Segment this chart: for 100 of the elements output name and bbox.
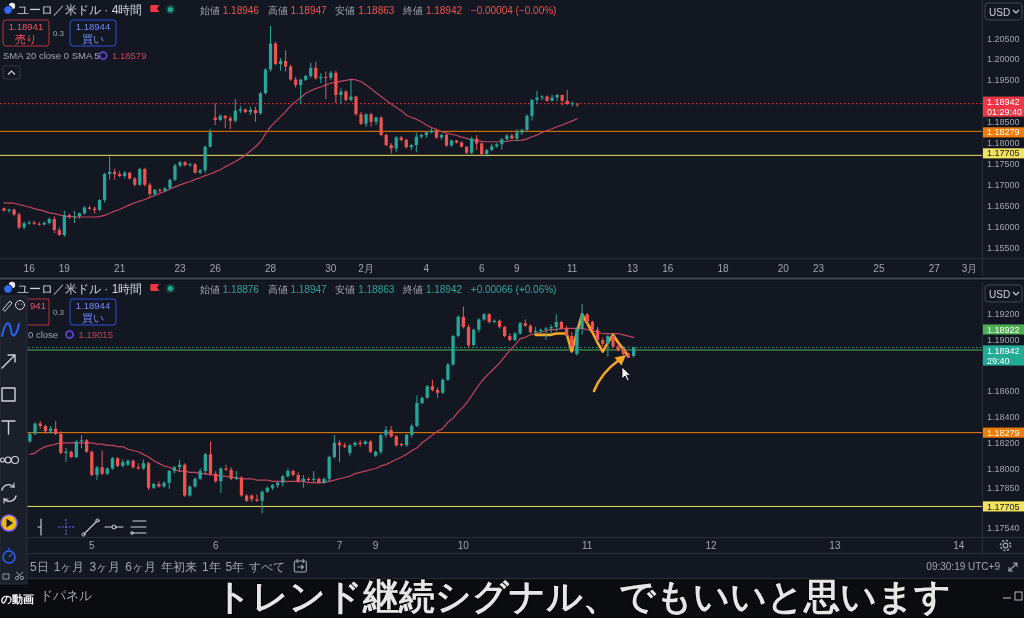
annotation: SMA 20 close 0 SMA 5: [3, 50, 100, 61]
annotation: 1.18579: [112, 50, 147, 61]
annotation: 売り: [15, 32, 37, 45]
candlestick: [374, 116, 378, 126]
x-tick-label: 26: [209, 262, 222, 274]
annotation: 941: [30, 299, 46, 311]
candlestick: [446, 363, 450, 382]
y-tick-label: 1.20500: [987, 33, 1020, 44]
y-tick-label: 1.17850: [987, 482, 1020, 493]
y-tick-label: 1.17540: [987, 522, 1020, 533]
x-tick-label: 3月: [961, 262, 978, 274]
annotation: 1.18941: [8, 20, 44, 32]
candlestick: [317, 477, 321, 484]
annotation: 終値 1.18942: [402, 5, 463, 16]
candlestick: [255, 494, 259, 502]
candlestick: [354, 95, 358, 116]
candlestick: [544, 327, 548, 340]
text: 6ヶ月: [125, 560, 156, 574]
y-tick-label: 1.15500: [987, 242, 1020, 253]
ref-line-label: 1.18942: [987, 96, 1020, 107]
text: すべて: [249, 560, 286, 574]
x-tick-label: 23: [174, 262, 186, 274]
candlestick: [131, 459, 135, 469]
x-tick-label: 13: [829, 539, 841, 551]
x-tick-label: 7: [336, 539, 343, 551]
candlestick: [193, 163, 197, 174]
line-series: [3, 78, 578, 218]
candlestick: [126, 459, 130, 466]
x-tick-label: 11: [582, 539, 593, 551]
annotation: 0.3: [52, 308, 65, 317]
x-tick-label: 16: [662, 262, 674, 274]
ref-line-label: 1.18279: [987, 427, 1020, 438]
y-tick-label: 1.16500: [987, 200, 1020, 211]
x-tick-label: 14: [953, 539, 965, 551]
annotation: 高値 1.18947: [267, 5, 328, 16]
candlestick: [545, 95, 549, 103]
line-series: [29, 327, 635, 484]
candlestick: [72, 210, 77, 223]
candlestick: [173, 163, 177, 182]
candlestick: [17, 212, 21, 230]
y-tick-label: 1.18000: [987, 138, 1020, 149]
annotation: 1.19015: [78, 329, 113, 340]
x-tick-label: 11: [567, 262, 578, 274]
candlestick: [349, 79, 353, 102]
candlestick: [482, 312, 486, 321]
text: 年初来: [160, 560, 197, 574]
candlestick: [229, 467, 233, 481]
candlestick: [454, 140, 459, 144]
candlestick: [163, 187, 167, 192]
candlestick: [32, 220, 36, 225]
candlestick: [549, 324, 553, 334]
candlestick: [359, 112, 363, 126]
candlestick: [518, 321, 522, 335]
annotation: 始値 1.18946: [200, 5, 260, 16]
x-tick-label: 5: [89, 539, 96, 551]
candlestick: [64, 447, 68, 463]
x-tick-label: 25: [873, 262, 885, 274]
text: 5年: [225, 560, 245, 574]
candlestick: [429, 128, 434, 134]
candlestick: [530, 98, 534, 121]
x-tick-label: 9: [514, 262, 521, 274]
candlestick: [178, 160, 182, 168]
candlestick: [525, 114, 529, 132]
x-tick-label: 28: [264, 262, 277, 274]
text: 01:29:40: [987, 106, 1023, 117]
candlestick: [12, 208, 16, 217]
y-tick-label: 1.19200: [987, 309, 1020, 320]
x-tick-label: 27: [928, 262, 941, 274]
candlestick: [580, 303, 584, 335]
candlestick: [33, 422, 37, 436]
candlestick: [224, 464, 228, 472]
x-tick-label: 6: [478, 262, 485, 274]
candlestick: [364, 113, 368, 127]
candlestick: [67, 213, 71, 219]
candlestick: [477, 318, 481, 333]
x-tick-label: 18: [717, 262, 730, 274]
annotation: 高値 1.18947: [267, 284, 328, 295]
y-tick-label: 1.17000: [987, 179, 1020, 190]
annotation: 安値 1.18863: [335, 284, 395, 295]
annotation: −0.00004 (−0.00%): [470, 5, 557, 16]
candlestick: [100, 450, 104, 475]
x-tick-label: 2月: [358, 262, 374, 274]
x-tick-label: 30: [325, 262, 337, 274]
candlestick: [520, 128, 524, 136]
x-tick-label: 6: [212, 539, 219, 551]
x-tick-label: 16: [23, 262, 36, 274]
annotation: 1.18944: [75, 20, 111, 32]
candlestick: [343, 442, 347, 448]
y-tick-label: 1.20000: [987, 54, 1020, 65]
candlestick: [234, 471, 238, 481]
text: 1年: [201, 560, 221, 574]
x-tick-label: 10: [457, 539, 470, 551]
annotation: 終値 1.18942: [402, 284, 463, 295]
y-tick-label: 1.19500: [987, 75, 1020, 86]
annotation: 始値 1.18876: [200, 284, 260, 295]
candlestick: [324, 71, 328, 100]
x-tick-label: 19: [58, 262, 71, 274]
candlestick: [415, 395, 419, 428]
text: トレンド継続シグナル、でもいいと思います: [215, 576, 951, 617]
candlestick: [79, 435, 84, 448]
